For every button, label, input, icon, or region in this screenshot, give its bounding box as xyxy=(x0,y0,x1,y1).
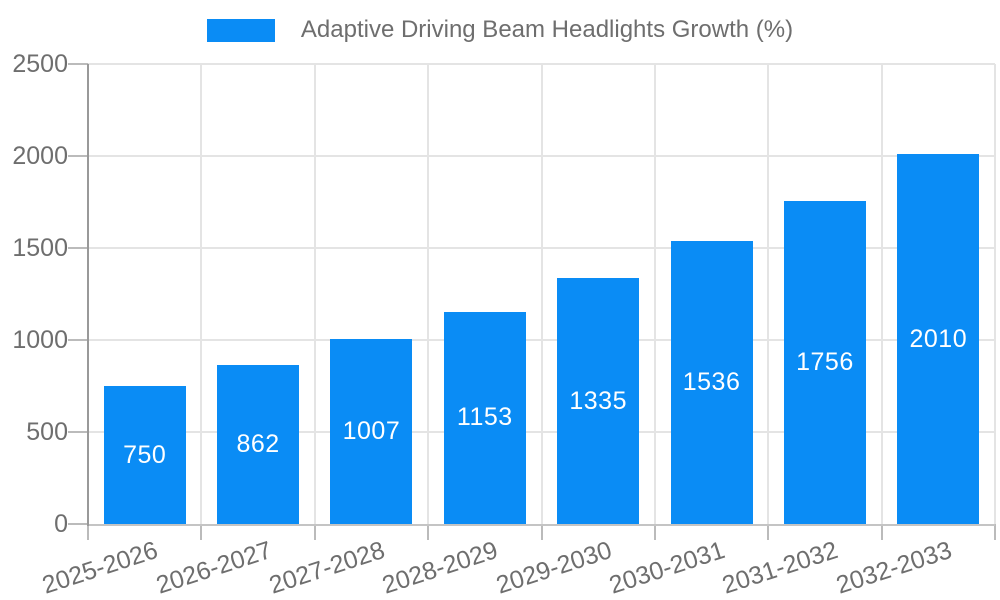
bar-value-label: 1335 xyxy=(569,386,627,415)
gridline-vertical xyxy=(313,64,316,524)
x-tick-mark xyxy=(87,524,89,540)
y-tick-label: 2500 xyxy=(12,50,68,78)
x-tick-mark xyxy=(994,524,996,540)
y-tick-mark xyxy=(68,339,88,341)
x-tick-label: 2025-2026 xyxy=(38,536,162,600)
bar: 862 xyxy=(217,365,300,524)
gridline-vertical xyxy=(200,64,203,524)
y-tick-mark xyxy=(68,63,88,65)
y-tick-label: 0 xyxy=(54,510,68,538)
bar-value-label: 1536 xyxy=(682,368,741,397)
legend: Adaptive Driving Beam Headlights Growth … xyxy=(0,16,1000,44)
bar-value-label: 1756 xyxy=(796,347,854,376)
x-tick-label: 2030-2031 xyxy=(605,536,729,600)
gridline-vertical xyxy=(880,64,883,524)
y-axis-line xyxy=(87,64,89,526)
legend-label: Adaptive Driving Beam Headlights Growth … xyxy=(300,16,794,43)
x-tick-mark xyxy=(427,524,430,540)
x-tick-label: 2026-2027 xyxy=(152,536,275,600)
bar-value-label: 2010 xyxy=(909,324,968,353)
x-tick-mark xyxy=(313,524,316,540)
y-tick-label: 1000 xyxy=(12,326,68,354)
gridline-vertical xyxy=(653,64,656,524)
bar: 2010 xyxy=(897,154,980,524)
y-tick-mark xyxy=(68,431,88,433)
bar-value-label: 1153 xyxy=(456,403,513,432)
gridline-vertical xyxy=(540,64,543,524)
x-tick-label: 2027-2028 xyxy=(265,536,389,600)
x-tick-mark xyxy=(653,524,656,540)
legend-swatch xyxy=(206,18,275,42)
bar: 1153 xyxy=(443,311,526,524)
bar-value-label: 1007 xyxy=(342,416,401,445)
plot-area: 750 862 1007 1153 1335 1536 1756 2010 xyxy=(88,63,996,524)
bar: 750 xyxy=(103,386,186,524)
x-tick-mark xyxy=(767,524,770,540)
bar-value-label: 750 xyxy=(123,440,167,469)
bar-value-label: 862 xyxy=(236,430,280,459)
y-tick-label: 500 xyxy=(26,418,68,446)
bar: 1756 xyxy=(783,200,866,524)
x-axis-line xyxy=(88,524,995,526)
x-tick-mark xyxy=(540,524,543,540)
gridline-vertical xyxy=(427,64,430,524)
x-tick-label: 2029-2030 xyxy=(492,536,615,600)
x-tick-mark xyxy=(880,524,883,540)
x-tick-label: 2028-2029 xyxy=(379,536,502,600)
gridline-vertical xyxy=(767,64,770,524)
y-tick-mark xyxy=(68,523,88,525)
y-tick-mark xyxy=(68,155,88,157)
x-tick-mark xyxy=(200,524,203,540)
bar: 1536 xyxy=(670,241,753,524)
y-tick-mark xyxy=(68,247,88,249)
bar: 1007 xyxy=(330,338,413,524)
gridline-vertical xyxy=(994,64,996,524)
y-tick-label: 1500 xyxy=(12,234,68,262)
x-tick-label: 2031-2032 xyxy=(719,536,842,600)
x-tick-label: 2032-2033 xyxy=(832,536,955,600)
bar: 1335 xyxy=(557,278,640,524)
y-tick-label: 2000 xyxy=(12,142,68,170)
